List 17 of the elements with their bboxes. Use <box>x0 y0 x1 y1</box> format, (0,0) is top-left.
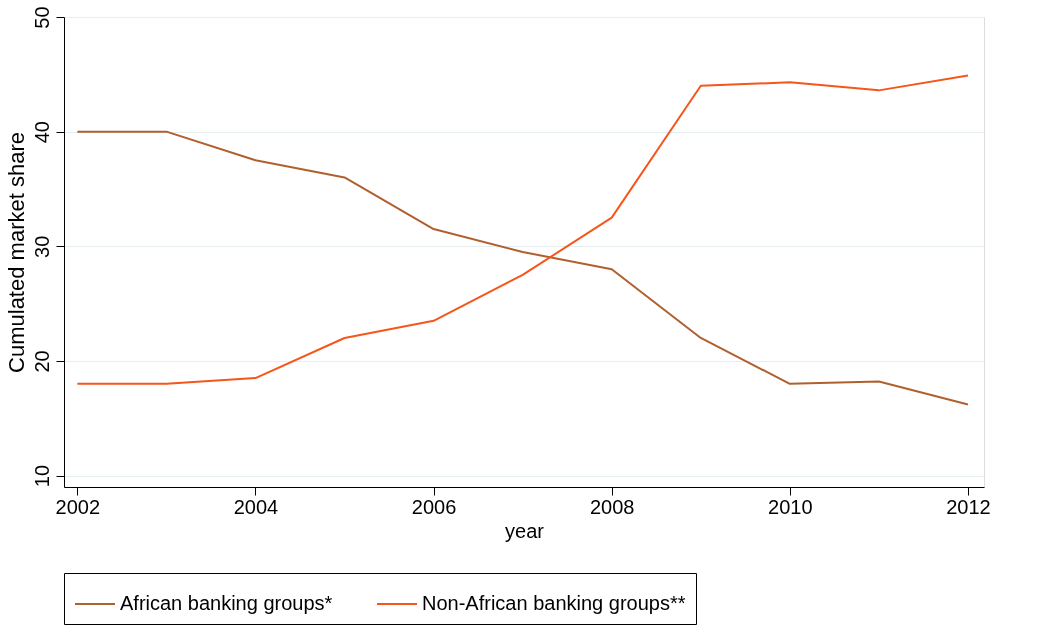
line-series <box>76 74 969 385</box>
x-tick-label: 2008 <box>589 495 635 518</box>
y-tick-label: 50 <box>30 6 53 29</box>
legend-label: Non-African banking groups** <box>422 592 686 614</box>
x-tick-label: 2002 <box>55 495 101 518</box>
x-tick-label: 2006 <box>411 495 457 518</box>
legend-label: African banking groups* <box>120 592 333 614</box>
x-tick-label: 2012 <box>946 495 991 518</box>
line-series <box>76 130 969 406</box>
y-tick-label: 20 <box>30 350 53 373</box>
y-axis-title: Cumulated market share <box>3 132 29 373</box>
x-tick-label: 2004 <box>233 495 279 518</box>
y-tick-label: 40 <box>30 121 53 144</box>
x-axis-title: year <box>505 519 545 542</box>
y-tick-label: 10 <box>30 464 53 488</box>
x-tick-label: 2010 <box>768 495 813 518</box>
y-tick-label: 30 <box>30 235 53 258</box>
